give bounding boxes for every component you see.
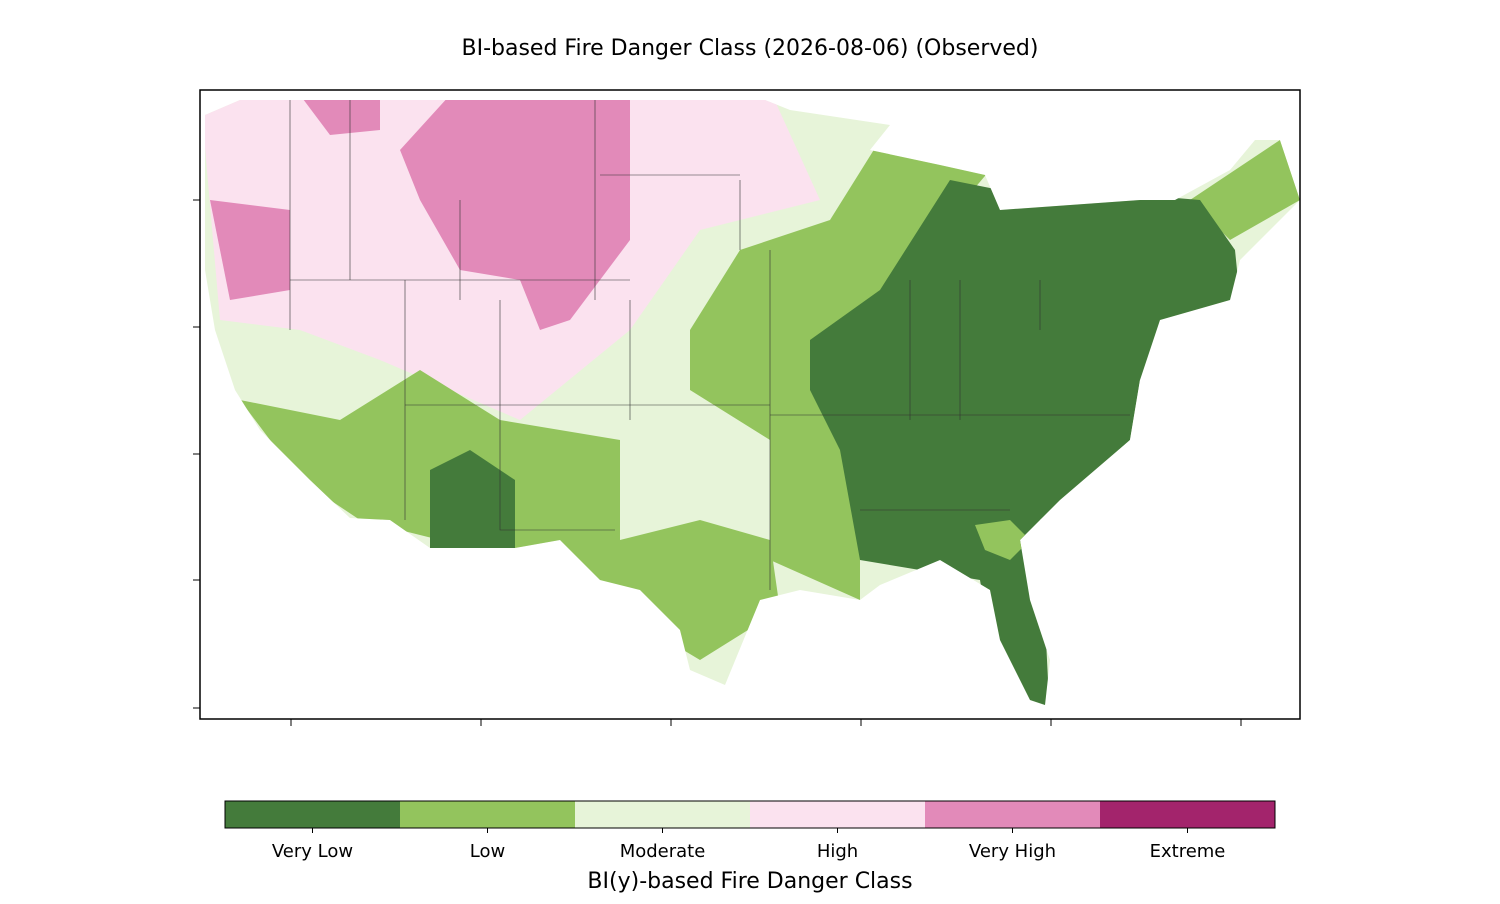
colorbar-class-label: Very Low [272, 841, 353, 862]
colorbar-class-label: Extreme [1150, 841, 1226, 862]
map-region [210, 200, 290, 300]
map-region [1190, 140, 1300, 240]
axis-ticks [193, 199, 1242, 726]
colorbar-class-label: Moderate [620, 841, 706, 862]
map-region [400, 100, 630, 330]
map-region [430, 450, 515, 550]
colorbar-segment [575, 801, 750, 828]
map-region [810, 180, 1240, 705]
colorbar-segment [750, 801, 925, 828]
colorbar-label: BI(y)-based Fire Danger Class [587, 869, 912, 894]
map-region [975, 520, 1030, 560]
colorbar: Very Low Low Moderate High Very High Extreme [224, 800, 1276, 862]
map-region [300, 100, 380, 135]
map-title: BI-based Fire Danger Class (2026-08-06) … [462, 36, 1039, 61]
colorbar-segment [1100, 801, 1275, 828]
colorbar-class-label: High [817, 841, 858, 862]
colorbar-segment [225, 801, 400, 828]
colorbar-class-label: Very High [969, 841, 1056, 862]
colorbar-segment [400, 801, 575, 828]
map-frame [199, 89, 1301, 720]
colorbar-frame [224, 800, 1276, 829]
state-borders [289, 100, 1130, 590]
colorbar-segment [925, 801, 1100, 828]
colorbar-class-label: Low [470, 841, 505, 862]
